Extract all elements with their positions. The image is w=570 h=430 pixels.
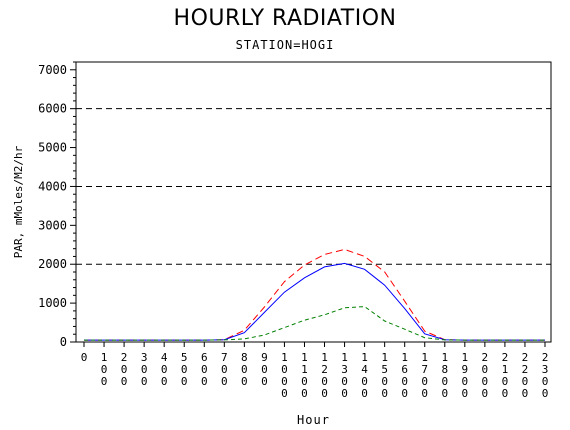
x-axis: 0 1 0 0 2 0 0 3 0 0 4 0 0 5 0 0 6 0 0 7 0 0 8 0 0 9 0 0 1 0 0 0 1 1 0 0 1 2 0 0… — [81, 342, 549, 400]
plot-frame — [75, 61, 552, 343]
y-tick-label: 6000 — [38, 102, 67, 116]
y-tick-label: 4000 — [38, 179, 67, 193]
series-line-1 — [84, 248, 545, 341]
chart-subtitle: STATION=HOGI — [235, 38, 335, 52]
y-tick-label: 7000 — [38, 63, 67, 77]
series-line-2 — [84, 262, 545, 341]
chart-title: HOURLY RADIATION — [173, 6, 397, 31]
reference-lines — [76, 108, 551, 265]
x-tick-label: 0 — [81, 351, 88, 364]
y-axis: 0 1000 2000 3000 4000 5000 6000 7000 — [38, 61, 76, 349]
x-axis-label: Hour — [297, 413, 330, 427]
y-tick-label: 0 — [60, 335, 67, 349]
series-line-3 — [84, 306, 545, 341]
y-tick-label: 1000 — [38, 296, 67, 310]
y-axis-label: PAR, mMoles/M2/hr — [12, 145, 25, 258]
y-tick-label: 2000 — [38, 257, 67, 271]
series-layer — [84, 248, 545, 341]
y-tick-label: 3000 — [38, 218, 67, 232]
y-tick-label: 5000 — [38, 141, 67, 155]
